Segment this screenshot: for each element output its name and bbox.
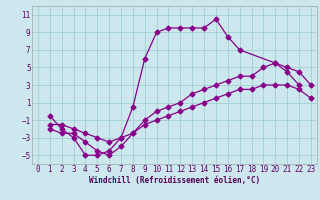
X-axis label: Windchill (Refroidissement éolien,°C): Windchill (Refroidissement éolien,°C) xyxy=(89,176,260,185)
